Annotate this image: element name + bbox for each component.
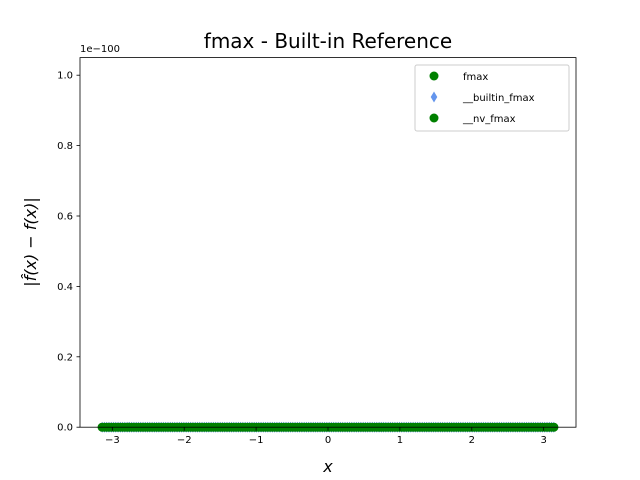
x-tick-label: −1 — [249, 435, 264, 446]
x-tick-label: −3 — [105, 435, 120, 446]
x-tick-label: 1 — [397, 435, 403, 446]
y-offset-text: 1e−100 — [80, 44, 120, 55]
y-tick-label: 0.0 — [57, 423, 73, 434]
y-tick-label: 0.2 — [57, 352, 73, 363]
legend: fmax __builtin_fmax __nv_fmax — [414, 64, 570, 132]
legend-marker — [430, 91, 438, 103]
chart-title: fmax - Built-in Reference — [204, 29, 452, 53]
legend-marker — [429, 113, 439, 123]
x-axis-ticks: −3 −2 −1 0 1 2 3 — [105, 427, 547, 446]
y-tick-label: 0.4 — [57, 282, 73, 293]
plot-area — [79, 57, 577, 433]
legend-box — [414, 64, 570, 132]
legend-label: __builtin_fmax — [462, 93, 535, 104]
x-tick-label: 3 — [540, 435, 546, 446]
legend-marker — [429, 71, 439, 81]
x-tick-label: 2 — [469, 435, 475, 446]
legend-items: fmax __builtin_fmax __nv_fmax — [429, 71, 535, 125]
y-axis-label: |f̂(x) − f(x)| — [21, 197, 40, 287]
y-axis-ticks: 0.0 0.2 0.4 0.6 0.8 1.0 — [57, 71, 80, 434]
x-tick-label: −2 — [177, 435, 192, 446]
y-tick-label: 0.6 — [57, 212, 73, 223]
x-axis-label: x — [322, 457, 333, 476]
y-tick-label: 0.8 — [57, 141, 73, 152]
y-tick-label: 1.0 — [57, 71, 73, 82]
legend-label: __nv_fmax — [462, 114, 516, 125]
x-tick-label: 0 — [325, 435, 331, 446]
legend-label: fmax — [463, 72, 488, 83]
